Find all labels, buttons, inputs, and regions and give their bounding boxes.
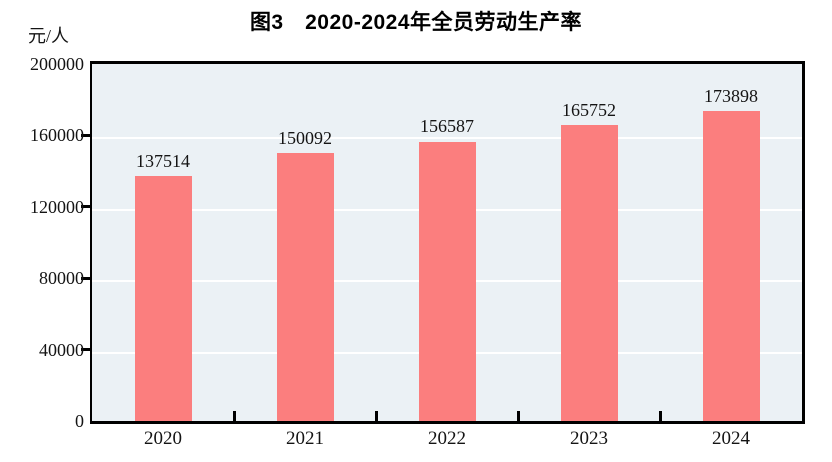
y-axis-unit-label: 元/人 bbox=[28, 26, 70, 46]
y-axis-tick bbox=[81, 276, 90, 280]
bar bbox=[134, 175, 192, 421]
plot-area bbox=[90, 61, 805, 424]
bar-value-label: 156587 bbox=[420, 116, 474, 137]
gridline bbox=[92, 137, 802, 140]
chart-title: 图3 2020-2024年全员劳动生产率 bbox=[249, 11, 583, 34]
y-axis-tick bbox=[81, 205, 90, 209]
bar-value-label: 173898 bbox=[704, 85, 758, 106]
y-tick-label: 80000 bbox=[39, 268, 84, 289]
bar-value-label: 165752 bbox=[562, 100, 616, 121]
x-axis-tick bbox=[658, 411, 662, 421]
bar bbox=[702, 110, 760, 421]
bar bbox=[418, 141, 476, 421]
x-tick-label: 2021 bbox=[286, 428, 324, 449]
x-tick-label: 2022 bbox=[428, 428, 466, 449]
y-tick-label: 120000 bbox=[30, 196, 84, 217]
bar bbox=[560, 125, 618, 421]
y-axis-tick bbox=[81, 348, 90, 352]
y-axis-tick bbox=[81, 133, 90, 137]
x-tick-label: 2020 bbox=[144, 428, 182, 449]
bar bbox=[276, 153, 334, 421]
y-tick-label: 0 bbox=[75, 411, 84, 431]
y-tick-label: 40000 bbox=[39, 339, 84, 360]
x-tick-label: 2023 bbox=[570, 428, 608, 449]
x-axis-tick bbox=[232, 411, 236, 421]
x-axis-tick bbox=[516, 411, 520, 421]
x-tick-label: 2024 bbox=[712, 428, 750, 449]
x-axis-tick bbox=[374, 411, 378, 421]
bar-value-label: 137514 bbox=[136, 150, 190, 171]
y-tick-label: 160000 bbox=[30, 125, 84, 146]
y-tick-label: 200000 bbox=[30, 54, 84, 74]
bar-value-label: 150092 bbox=[278, 128, 332, 149]
